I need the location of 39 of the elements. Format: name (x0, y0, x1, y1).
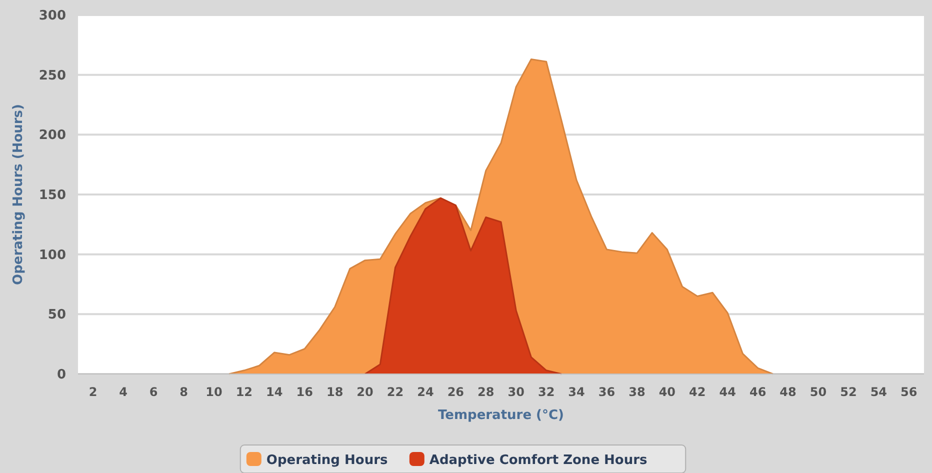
y-tick-label: 200 (38, 128, 66, 144)
x-tick-label: 8 (180, 385, 188, 399)
x-tick-label: 38 (628, 385, 646, 399)
y-tick-label: 150 (38, 188, 66, 204)
x-tick-label: 10 (206, 385, 222, 399)
y-tick-label: 0 (56, 368, 66, 383)
x-tick-label: 24 (417, 385, 434, 399)
x-tick-label: 14 (266, 385, 283, 399)
x-axis-title: Temperature (°C) (438, 408, 564, 423)
x-tick-label: 36 (598, 385, 616, 399)
x-tick-label: 40 (658, 385, 676, 399)
x-tick-label: 56 (900, 385, 918, 399)
x-tick-label: 6 (149, 385, 158, 399)
x-tick-label: 54 (870, 385, 888, 399)
x-tick-label: 18 (326, 385, 344, 399)
x-tick-label: 52 (840, 385, 857, 399)
x-tick-label: 48 (780, 385, 796, 399)
y-tick-label: 100 (38, 248, 66, 263)
y-axis-title: Operating Hours (Hours) (11, 104, 26, 285)
x-tick-label: 46 (749, 385, 766, 399)
x-tick-label: 42 (689, 385, 706, 399)
y-tick-label: 50 (48, 308, 66, 323)
y-tick-label: 250 (38, 68, 66, 84)
x-tick-label: 30 (508, 385, 524, 399)
x-tick-label: 32 (538, 385, 555, 399)
x-tick-label: 2 (88, 385, 98, 399)
x-tick-label: 28 (478, 385, 494, 399)
x-tick-label: 4 (119, 385, 128, 399)
y-tick-label: 300 (38, 8, 66, 24)
x-tick-label: 16 (296, 385, 313, 399)
x-tick-label: 26 (447, 385, 464, 399)
legend-label: Adaptive Comfort Zone Hours (429, 453, 648, 468)
x-tick-label: 44 (719, 385, 736, 399)
x-tick-label: 20 (356, 385, 374, 399)
x-tick-label: 34 (568, 385, 585, 399)
legend-label: Operating Hours (266, 453, 388, 468)
x-tick-label: 22 (386, 385, 404, 399)
x-tick-label: 12 (236, 385, 253, 399)
x-tick-label: 50 (810, 385, 827, 399)
